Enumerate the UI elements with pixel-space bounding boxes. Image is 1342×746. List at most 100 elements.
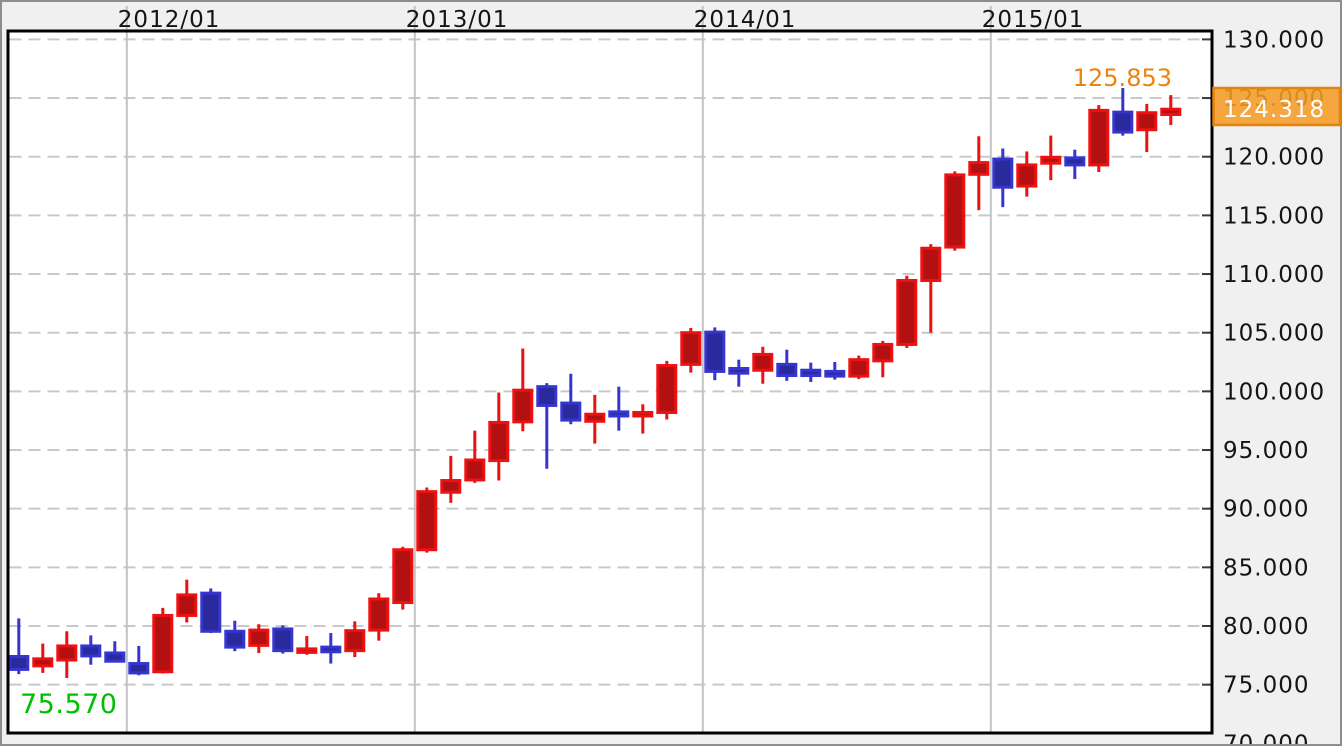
y-axis-label: 85.000 <box>1223 555 1309 581</box>
candle-body <box>848 358 870 378</box>
candle-2013/01 <box>416 487 438 553</box>
candle-2015/06 <box>1112 88 1134 136</box>
y-axis-label: 90.000 <box>1223 497 1309 523</box>
candle-2013/05 <box>512 348 534 432</box>
plot-background[interactable] <box>8 31 1212 733</box>
candle-body <box>152 613 174 674</box>
candle-2011/08 <box>9 618 30 675</box>
candle-body <box>632 410 654 418</box>
x-axis-label: 2014/01 <box>694 7 797 33</box>
candle-2012/04 <box>200 588 222 634</box>
candle-body <box>920 246 942 282</box>
candle-body <box>704 330 726 373</box>
candle-body <box>272 627 294 653</box>
candle-2014/09 <box>896 275 918 348</box>
candle-body <box>1016 163 1038 188</box>
candle-body <box>440 479 462 494</box>
candle-2015/04 <box>1064 149 1086 180</box>
candles-layer <box>9 88 1182 678</box>
candle-body <box>392 548 414 605</box>
candle-2013/11 <box>656 360 678 420</box>
candle-2014/04 <box>776 349 798 381</box>
current-price-box-rect <box>1212 86 1342 127</box>
candle-body <box>800 368 822 378</box>
candle-2013/10 <box>632 404 654 434</box>
candle-2015/08 <box>1160 95 1182 126</box>
candle-body <box>80 644 102 658</box>
y-axis-label: 100.000 <box>1223 379 1325 405</box>
candle-2012/07 <box>272 625 294 654</box>
candle-2012/01 <box>128 645 150 676</box>
candle-body <box>320 645 342 654</box>
candle-2014/08 <box>872 340 894 378</box>
candle-body <box>464 458 486 482</box>
candle-2012/06 <box>248 624 270 653</box>
candle-2015/01 <box>992 148 1014 208</box>
candle-body <box>560 401 582 422</box>
y-axis-label: 105.000 <box>1223 321 1325 347</box>
candle-body <box>128 662 150 675</box>
candle-2012/11 <box>368 593 390 641</box>
candle-2014/01 <box>704 327 726 381</box>
candle-body <box>680 331 702 366</box>
candle-body <box>728 366 750 375</box>
candle-2014/05 <box>800 362 822 382</box>
candle-2011/12 <box>104 641 126 663</box>
candle-body <box>992 157 1014 189</box>
candle-2015/03 <box>1040 135 1062 181</box>
candle-body <box>56 644 78 662</box>
candle-body <box>776 362 798 378</box>
y-axis-label: 80.000 <box>1223 614 1309 640</box>
candle-body <box>536 385 558 407</box>
candle-body <box>824 369 846 378</box>
candle-body <box>512 388 534 424</box>
candle-2014/10 <box>920 244 942 333</box>
y-axis-label: 120.000 <box>1223 145 1325 171</box>
candle-2014/11 <box>944 171 966 251</box>
candle-body <box>488 420 510 463</box>
y-axis-label: 95.000 <box>1223 438 1309 464</box>
candle-2014/02 <box>728 359 750 387</box>
y-axis-label: 115.000 <box>1223 203 1325 229</box>
low-price-annotation: 75.570 <box>20 689 117 720</box>
candle-2012/05 <box>224 620 246 652</box>
candle-2015/05 <box>1088 105 1110 172</box>
candle-body <box>1136 111 1158 132</box>
candle-body <box>104 651 126 663</box>
candle-2012/09 <box>320 633 342 664</box>
candle-body <box>872 342 894 363</box>
candle-2015/02 <box>1016 151 1038 197</box>
candle-body <box>1088 108 1110 167</box>
candle-body <box>32 657 54 668</box>
candle-2015/07 <box>1136 103 1158 153</box>
x-axis-label: 2012/01 <box>118 7 221 33</box>
candle-2012/08 <box>296 635 318 655</box>
y-axis-label: 70.000 <box>1223 731 1309 746</box>
candle-2013/08 <box>584 394 606 444</box>
candle-2012/02 <box>152 607 174 674</box>
candle-body <box>296 647 318 654</box>
candle-body <box>344 629 366 653</box>
candle-2012/10 <box>344 621 366 658</box>
candle-2014/03 <box>752 346 774 384</box>
candle-body <box>1112 110 1134 134</box>
x-axis-label: 2013/01 <box>406 7 509 33</box>
candle-body <box>416 490 438 552</box>
candle-2013/07 <box>560 373 582 425</box>
current-price-label: 124.318 <box>1223 97 1325 123</box>
candle-body <box>1064 156 1086 167</box>
candle-body <box>752 352 774 372</box>
candle-body <box>656 364 678 414</box>
candle-2014/06 <box>824 362 846 380</box>
candle-2013/02 <box>440 455 462 503</box>
candle-2012/12 <box>392 546 414 610</box>
candle-2013/09 <box>608 386 630 431</box>
candle-body <box>608 410 630 418</box>
candle-body <box>176 593 198 617</box>
y-axis-label: 75.000 <box>1223 673 1309 699</box>
candle-2013/03 <box>464 430 486 483</box>
candle-2014/12 <box>968 136 990 211</box>
candle-body <box>1160 107 1182 116</box>
